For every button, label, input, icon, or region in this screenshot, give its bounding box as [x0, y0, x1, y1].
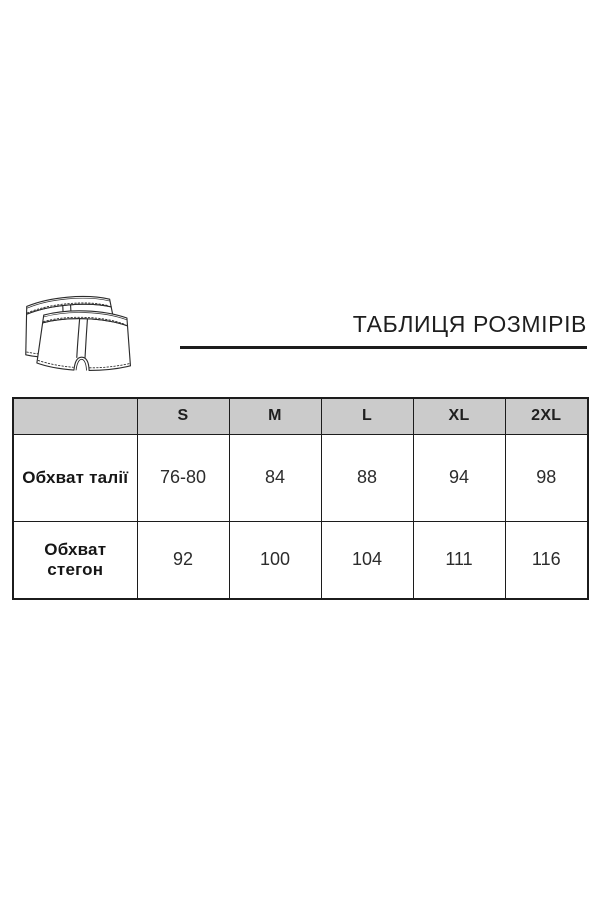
waist-value-m: 84 [228, 433, 322, 522]
row-label-waist: Обхват талії [12, 433, 138, 522]
column-header-empty [12, 397, 138, 435]
hips-value-m: 100 [228, 520, 322, 600]
table-row-hips: Обхват стегон 92 100 104 111 116 [12, 520, 589, 600]
page-title: ТАБЛИЦЯ РОЗМІРІВ [352, 311, 587, 337]
hips-value-2xl: 116 [504, 520, 589, 600]
hips-value-xl: 111 [412, 520, 506, 600]
column-header-xl: XL [412, 397, 506, 435]
waist-value-2xl: 98 [504, 433, 589, 522]
row-label-hips: Обхват стегон [12, 520, 138, 600]
title-underline [180, 346, 587, 349]
hips-value-l: 104 [320, 520, 414, 600]
hips-value-s: 92 [136, 520, 230, 600]
waist-value-s: 76-80 [136, 433, 230, 522]
column-header-m: M [228, 397, 322, 435]
boxer-briefs-illustration [22, 292, 133, 373]
size-table: S M L XL 2XL Обхват талії 76-80 84 88 94… [12, 397, 589, 600]
column-header-2xl: 2XL [504, 397, 589, 435]
size-table-header-row: S M L XL 2XL [12, 397, 589, 435]
column-header-s: S [136, 397, 230, 435]
table-row-waist: Обхват талії 76-80 84 88 94 98 [12, 433, 589, 522]
waist-value-xl: 94 [412, 433, 506, 522]
waist-value-l: 88 [320, 433, 414, 522]
column-header-l: L [320, 397, 414, 435]
